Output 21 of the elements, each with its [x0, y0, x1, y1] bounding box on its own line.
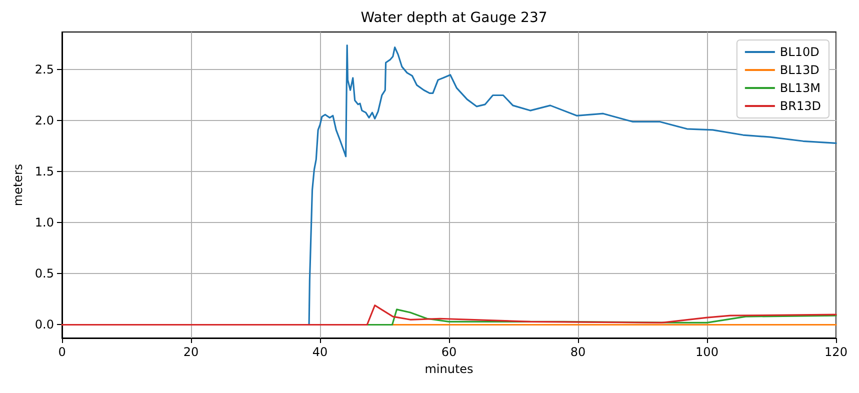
y-tick-label: 1.5 [34, 164, 54, 179]
y-tick-label: 0.0 [34, 318, 54, 332]
x-tick-label: 80 [570, 345, 586, 359]
y-axis-title: meters [11, 164, 25, 206]
x-axis-title: minutes [424, 362, 474, 376]
x-tick-label: 60 [441, 345, 457, 359]
chart-title: Water depth at Gauge 237 [360, 10, 548, 26]
legend-label: BL13D [780, 63, 820, 77]
x-tick-label: 40 [312, 345, 328, 359]
x-tick-label: 120 [824, 345, 848, 359]
legend-label: BL13M [780, 81, 820, 95]
legend-label: BR13D [780, 99, 822, 113]
x-tick-label: 0 [58, 345, 66, 359]
legend-label: BL10D [780, 45, 820, 59]
x-tick-label: 100 [696, 345, 718, 359]
y-tick-label: 0.5 [34, 266, 54, 281]
y-tick-label: 2.0 [34, 114, 54, 128]
line-series [61, 304, 837, 326]
x-tick-label: 20 [183, 345, 199, 359]
y-tick-label: 2.5 [34, 62, 54, 77]
y-tick-label: 1.0 [34, 216, 54, 230]
